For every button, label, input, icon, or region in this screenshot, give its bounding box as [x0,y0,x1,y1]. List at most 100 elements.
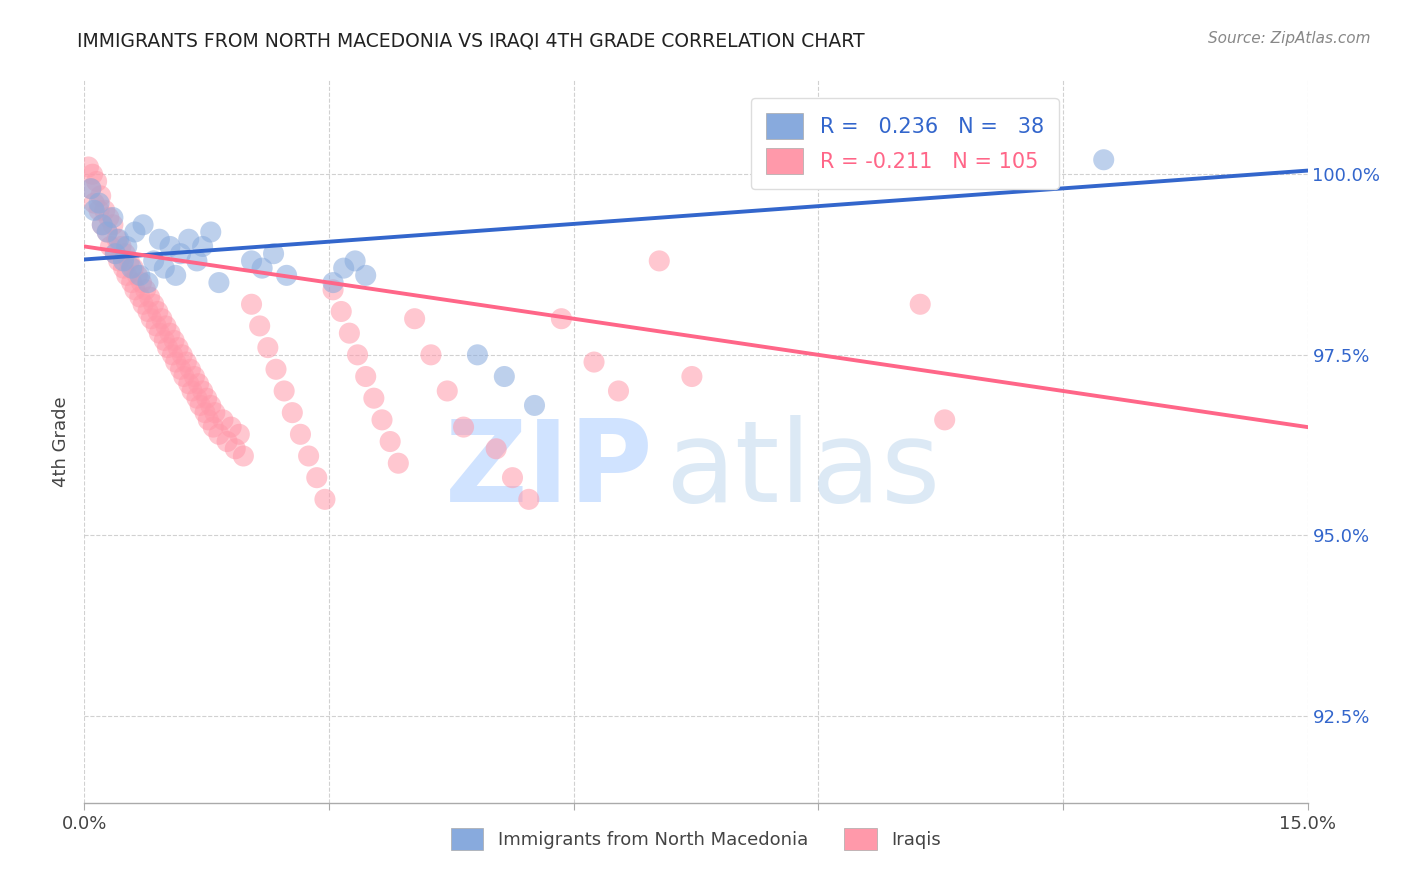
Point [191,384,214,398]
Point [191,239,214,253]
Point [110,239,132,253]
Point [141,311,163,326]
Point [910,297,932,311]
Point [86,174,108,188]
Point [550,311,572,326]
Point [83,196,105,211]
Point [420,348,443,362]
Point [169,246,191,260]
Point [363,391,385,405]
Point [257,341,280,355]
Point [135,283,157,297]
Point [167,341,190,355]
Point [263,246,285,260]
Point [485,442,508,456]
Text: ZIP: ZIP [444,415,654,526]
Point [105,232,128,246]
Point [219,420,242,434]
Point [354,268,377,283]
Point [138,290,160,304]
Point [298,449,321,463]
Point [80,182,103,196]
Point [240,254,263,268]
Point [91,218,114,232]
Point [502,471,524,485]
Point [142,297,165,311]
Point [132,218,155,232]
Point [305,471,328,485]
Point [404,311,426,326]
Point [494,369,516,384]
Point [128,268,150,283]
Point [104,246,127,260]
Point [181,384,204,398]
Point [1092,153,1115,167]
Point [136,304,159,318]
Point [453,420,475,434]
Point [217,434,239,449]
Point [197,413,219,427]
Point [281,406,304,420]
Point [934,413,956,427]
Point [332,261,354,276]
Point [174,355,197,369]
Point [208,276,231,290]
Point [314,492,336,507]
Point [83,203,105,218]
Point [122,261,145,276]
Point [387,456,409,470]
Point [346,348,368,362]
Point [177,232,200,246]
Point [232,449,254,463]
Point [436,384,458,398]
Point [156,341,179,355]
Point [100,239,122,253]
Point [148,326,170,341]
Point [101,211,124,225]
Point [583,355,606,369]
Point [128,290,150,304]
Point [118,254,141,268]
Point [93,203,115,218]
Point [273,384,295,398]
Point [183,369,205,384]
Point [681,369,703,384]
Point [87,203,110,218]
Point [194,406,217,420]
Point [250,261,273,276]
Point [380,434,402,449]
Point [127,268,149,283]
Point [112,254,135,268]
Point [115,239,138,253]
Point [77,160,100,174]
Point [173,369,195,384]
Point [112,261,135,276]
Point [165,355,187,369]
Point [150,311,173,326]
Point [339,326,361,341]
Point [91,218,114,232]
Y-axis label: 4th Grade: 4th Grade [52,396,70,487]
Point [155,318,177,333]
Point [153,261,176,276]
Point [107,232,129,246]
Point [101,218,124,232]
Point [188,399,211,413]
Point [200,225,222,239]
Point [195,391,218,405]
Point [124,283,146,297]
Point [330,304,353,318]
Point [200,399,222,413]
Point [240,297,263,311]
Point [354,369,377,384]
Point [107,254,129,268]
Point [146,304,169,318]
Point [169,362,191,376]
Point [165,268,187,283]
Point [90,189,112,203]
Point [607,384,630,398]
Point [523,399,546,413]
Point [172,348,194,362]
Point [121,261,143,276]
Point [162,348,184,362]
